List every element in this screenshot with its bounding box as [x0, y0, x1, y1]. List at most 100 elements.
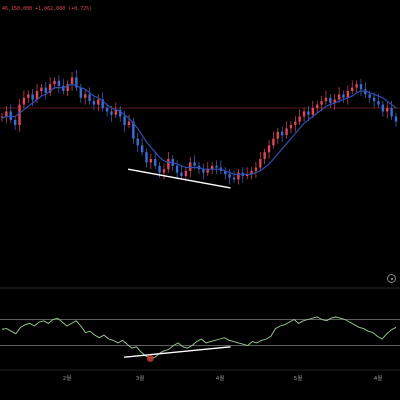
candle-body — [377, 101, 380, 105]
candle-body — [70, 77, 74, 85]
candle-body — [254, 167, 258, 171]
rsi-trendline — [124, 346, 231, 358]
rsi-oversold-marker — [146, 355, 154, 362]
candle-body — [66, 84, 69, 91]
candle-body — [13, 119, 17, 125]
candle-body — [368, 94, 371, 98]
candle-body — [79, 87, 82, 98]
candle-body — [123, 116, 126, 125]
candle-body — [140, 145, 144, 153]
candle-body — [276, 131, 279, 139]
candle-body — [83, 94, 87, 98]
candle-body — [127, 121, 131, 125]
settings-icon[interactable] — [387, 274, 396, 283]
candle-body — [359, 84, 363, 90]
candle-body — [132, 121, 135, 139]
candle-body — [250, 170, 253, 175]
candle-body — [22, 97, 26, 105]
candle-body — [44, 87, 47, 93]
candle-body — [267, 145, 271, 153]
price-readout: 46,150,000 +1,062,000 (+0.72%) — [2, 6, 92, 12]
candle-body — [232, 177, 236, 180]
candle-body — [92, 101, 96, 105]
candle-body — [285, 128, 288, 136]
candle-body — [280, 131, 284, 136]
candle-body — [298, 116, 301, 122]
x-tick-label: 4월 — [216, 374, 225, 382]
candle-body — [381, 104, 385, 112]
candle-body — [302, 111, 306, 117]
candle-body — [9, 111, 12, 120]
candle-body — [355, 84, 358, 88]
candle-body — [351, 87, 354, 91]
candle-body — [175, 165, 179, 173]
candle-body — [272, 138, 275, 146]
candle-body — [0, 116, 4, 118]
candle-body — [263, 152, 266, 159]
candle-body — [193, 162, 196, 166]
candle-body — [88, 94, 91, 102]
candle-body — [329, 97, 332, 103]
candle-body — [346, 91, 350, 98]
moving-average-line — [1, 83, 397, 175]
candle-body — [206, 169, 209, 173]
candle-body — [228, 174, 231, 178]
candle-body — [35, 91, 39, 100]
x-tick-label: 3월 — [136, 374, 145, 382]
candle-body — [289, 125, 293, 129]
candle-body — [189, 162, 192, 171]
candle-body — [101, 99, 104, 108]
candle-body — [48, 84, 52, 93]
candle-body — [215, 165, 218, 168]
candle-body — [145, 152, 148, 163]
candle-body — [154, 159, 157, 166]
candle-body — [224, 170, 227, 175]
candle-body — [259, 159, 262, 168]
candle-body — [158, 165, 161, 173]
candle-body — [75, 77, 78, 88]
candle-body — [210, 165, 214, 170]
candle-body — [245, 174, 249, 176]
candle-body — [31, 94, 34, 100]
candle-body — [53, 80, 56, 85]
candle-body — [184, 170, 188, 176]
x-tick-label: 5월 — [294, 374, 303, 382]
candle-body — [167, 159, 170, 170]
candle-body — [386, 108, 389, 112]
candle-body — [337, 94, 341, 100]
candle-body — [162, 169, 166, 173]
x-axis-ticks: 2월 3월 4월 5월 4월 — [63, 374, 383, 382]
candle-body — [364, 89, 367, 95]
candle-body — [57, 80, 61, 86]
candle-body — [5, 111, 8, 117]
candle-body — [390, 108, 393, 117]
candle-body — [27, 94, 30, 98]
candle-body — [333, 99, 336, 103]
x-tick-label: 4월 — [374, 374, 383, 382]
x-tick-label: 2월 — [63, 374, 72, 382]
candle-body — [18, 104, 21, 125]
candle-body — [97, 99, 100, 105]
candle-body — [110, 111, 113, 115]
rsi-line — [1, 316, 397, 359]
candle-body — [316, 104, 319, 108]
candle-body — [324, 97, 328, 102]
candle-body — [114, 109, 118, 115]
candle-body — [237, 172, 240, 180]
candle-body — [62, 85, 65, 91]
candle-body — [311, 108, 315, 115]
candle-body — [320, 101, 323, 105]
candle-body — [307, 111, 310, 115]
candle-body — [394, 116, 398, 122]
candle-body — [105, 108, 109, 112]
candle-body — [119, 109, 122, 117]
price-trendline — [127, 168, 231, 189]
candle-body — [342, 94, 345, 98]
candle-body — [202, 169, 205, 173]
candle-body — [40, 87, 43, 91]
candle-body — [294, 121, 297, 125]
candle-body — [149, 159, 153, 163]
candle-body — [136, 138, 139, 146]
